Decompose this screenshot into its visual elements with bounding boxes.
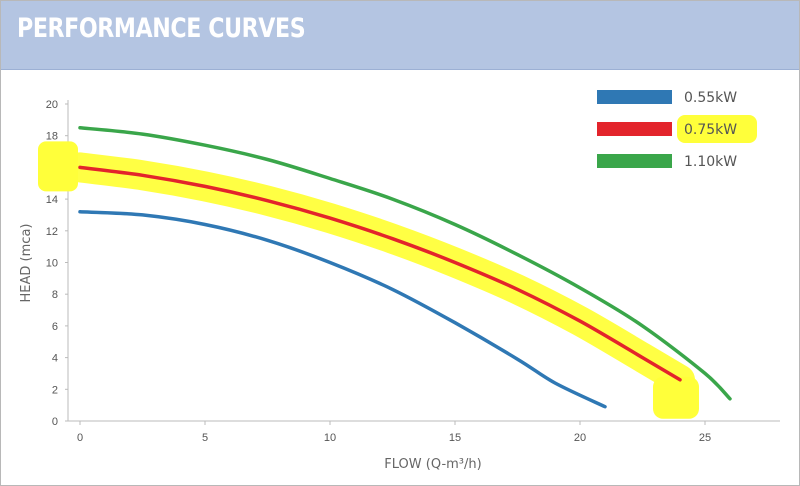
legend-swatch-0 (597, 90, 672, 104)
legend-label-0: 0.55kW (684, 90, 737, 106)
y-tick-label: 6 (52, 321, 58, 333)
x-tick-label: 10 (324, 432, 336, 444)
legend-swatch-1 (597, 122, 672, 136)
y-tick-label: 10 (46, 258, 58, 270)
y-axis-title: HEAD (mca) (19, 224, 34, 303)
y-tick-label: 0 (52, 416, 58, 428)
y-tick-label: 8 (52, 289, 58, 301)
y-tick-label: 12 (46, 226, 58, 238)
header-bar: PERFORMANCE CURVES (1, 1, 799, 70)
page-title: PERFORMANCE CURVES (17, 13, 306, 44)
x-tick-label: 20 (574, 432, 586, 444)
y-tick-label: 20 (46, 99, 58, 111)
x-tick-label: 25 (699, 432, 711, 444)
highlight-band (65, 152, 695, 395)
y-tick-label: 2 (52, 384, 58, 396)
x-axis-title: FLOW (Q-m³/h) (384, 457, 481, 472)
legend-label-1: 0.75kW (684, 122, 737, 138)
y-tick-label: 14 (46, 194, 58, 206)
x-tick-label: 5 (202, 432, 208, 444)
highlight-end-box (653, 376, 699, 419)
y-tick-label: 4 (52, 353, 58, 365)
x-tick-label: 15 (449, 432, 461, 444)
series-line-2 (78, 126, 732, 401)
y-tick-label: 18 (46, 131, 58, 143)
series-line-0 (78, 210, 607, 409)
legend-label-2: 1.10kW (684, 154, 737, 170)
x-tick-label: 0 (77, 432, 83, 444)
legend-swatch-2 (597, 154, 672, 168)
series-line-1 (78, 165, 682, 382)
legend-highlight (677, 115, 757, 143)
highlight-y-tick-box (38, 141, 78, 192)
